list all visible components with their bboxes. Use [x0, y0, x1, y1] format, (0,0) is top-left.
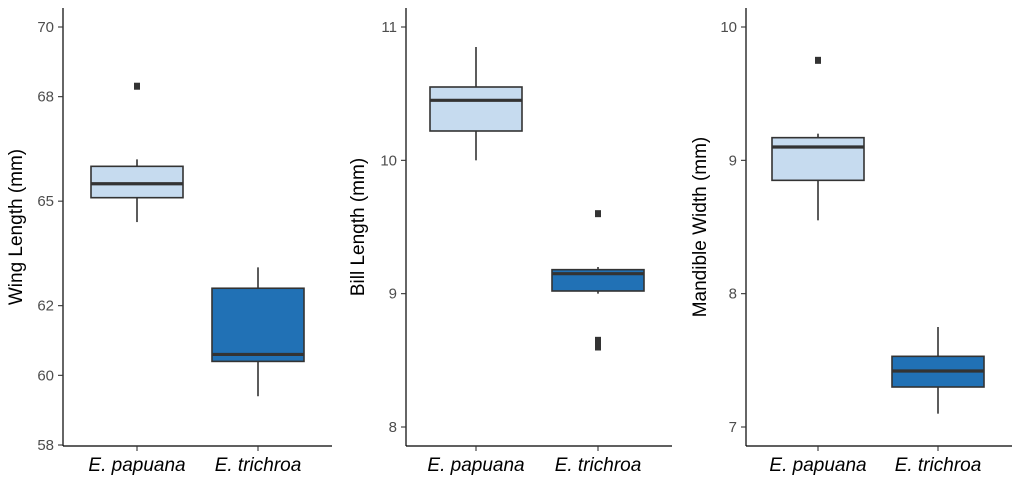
box-iqr — [771, 136, 865, 182]
y-tick-label: 9 — [389, 286, 397, 303]
y-tick-label: 68 — [37, 89, 54, 106]
y-tick-label: 62 — [37, 298, 54, 315]
chart-panel-1: 58 60 62 65 68 70 Wing Length (mm) E. papuana E.… — [6, 8, 332, 476]
y-tick-label: 8 — [729, 286, 737, 303]
y-tick-label: 7 — [729, 419, 737, 436]
y-tick-label: 8 — [389, 419, 397, 436]
x-category-label: E. papuana — [88, 455, 185, 476]
y-tick-label: 60 — [37, 367, 54, 384]
outlier-point — [595, 343, 601, 351]
chart-panel-2: 8 9 10 11 Bill Length (mm) E. papuana E. trich… — [348, 8, 672, 476]
y-tick-label: 11 — [381, 19, 397, 36]
y-axis-title: Bill Length (mm) — [348, 158, 369, 296]
y-axis-title: Wing Length (mm) — [6, 149, 27, 305]
box-iqr — [429, 86, 523, 132]
box-trichroa — [891, 327, 985, 414]
y-tick-label: 10 — [720, 19, 737, 36]
outlier-point — [595, 336, 601, 344]
x-category-label: E. papuana — [427, 455, 524, 476]
outlier-point — [815, 56, 821, 64]
outlier-point — [595, 210, 601, 218]
box-papuana — [429, 47, 523, 161]
chart-panel-3: 7 8 9 10 Mandible Width (mm) E. papuana E. tri… — [690, 8, 1012, 476]
box-trichroa — [551, 210, 645, 351]
x-category-label: E. trichroa — [215, 455, 302, 476]
y-tick-label: 65 — [37, 193, 54, 210]
box-papuana — [90, 82, 184, 223]
x-category-label: E. trichroa — [895, 455, 982, 476]
y-tick-label: 10 — [380, 152, 397, 169]
x-category-label: E. trichroa — [555, 455, 642, 476]
box-trichroa — [211, 267, 305, 397]
y-tick-label: 9 — [729, 152, 737, 169]
y-axis-title: Mandible Width (mm) — [690, 137, 711, 318]
x-category-label: E. papuana — [769, 455, 866, 476]
box-iqr — [211, 287, 305, 363]
y-tick-label: 58 — [37, 437, 54, 454]
box-iqr — [90, 165, 184, 199]
y-tick-label: 70 — [37, 19, 54, 36]
outlier-point — [134, 82, 140, 90]
box-papuana — [771, 56, 865, 221]
